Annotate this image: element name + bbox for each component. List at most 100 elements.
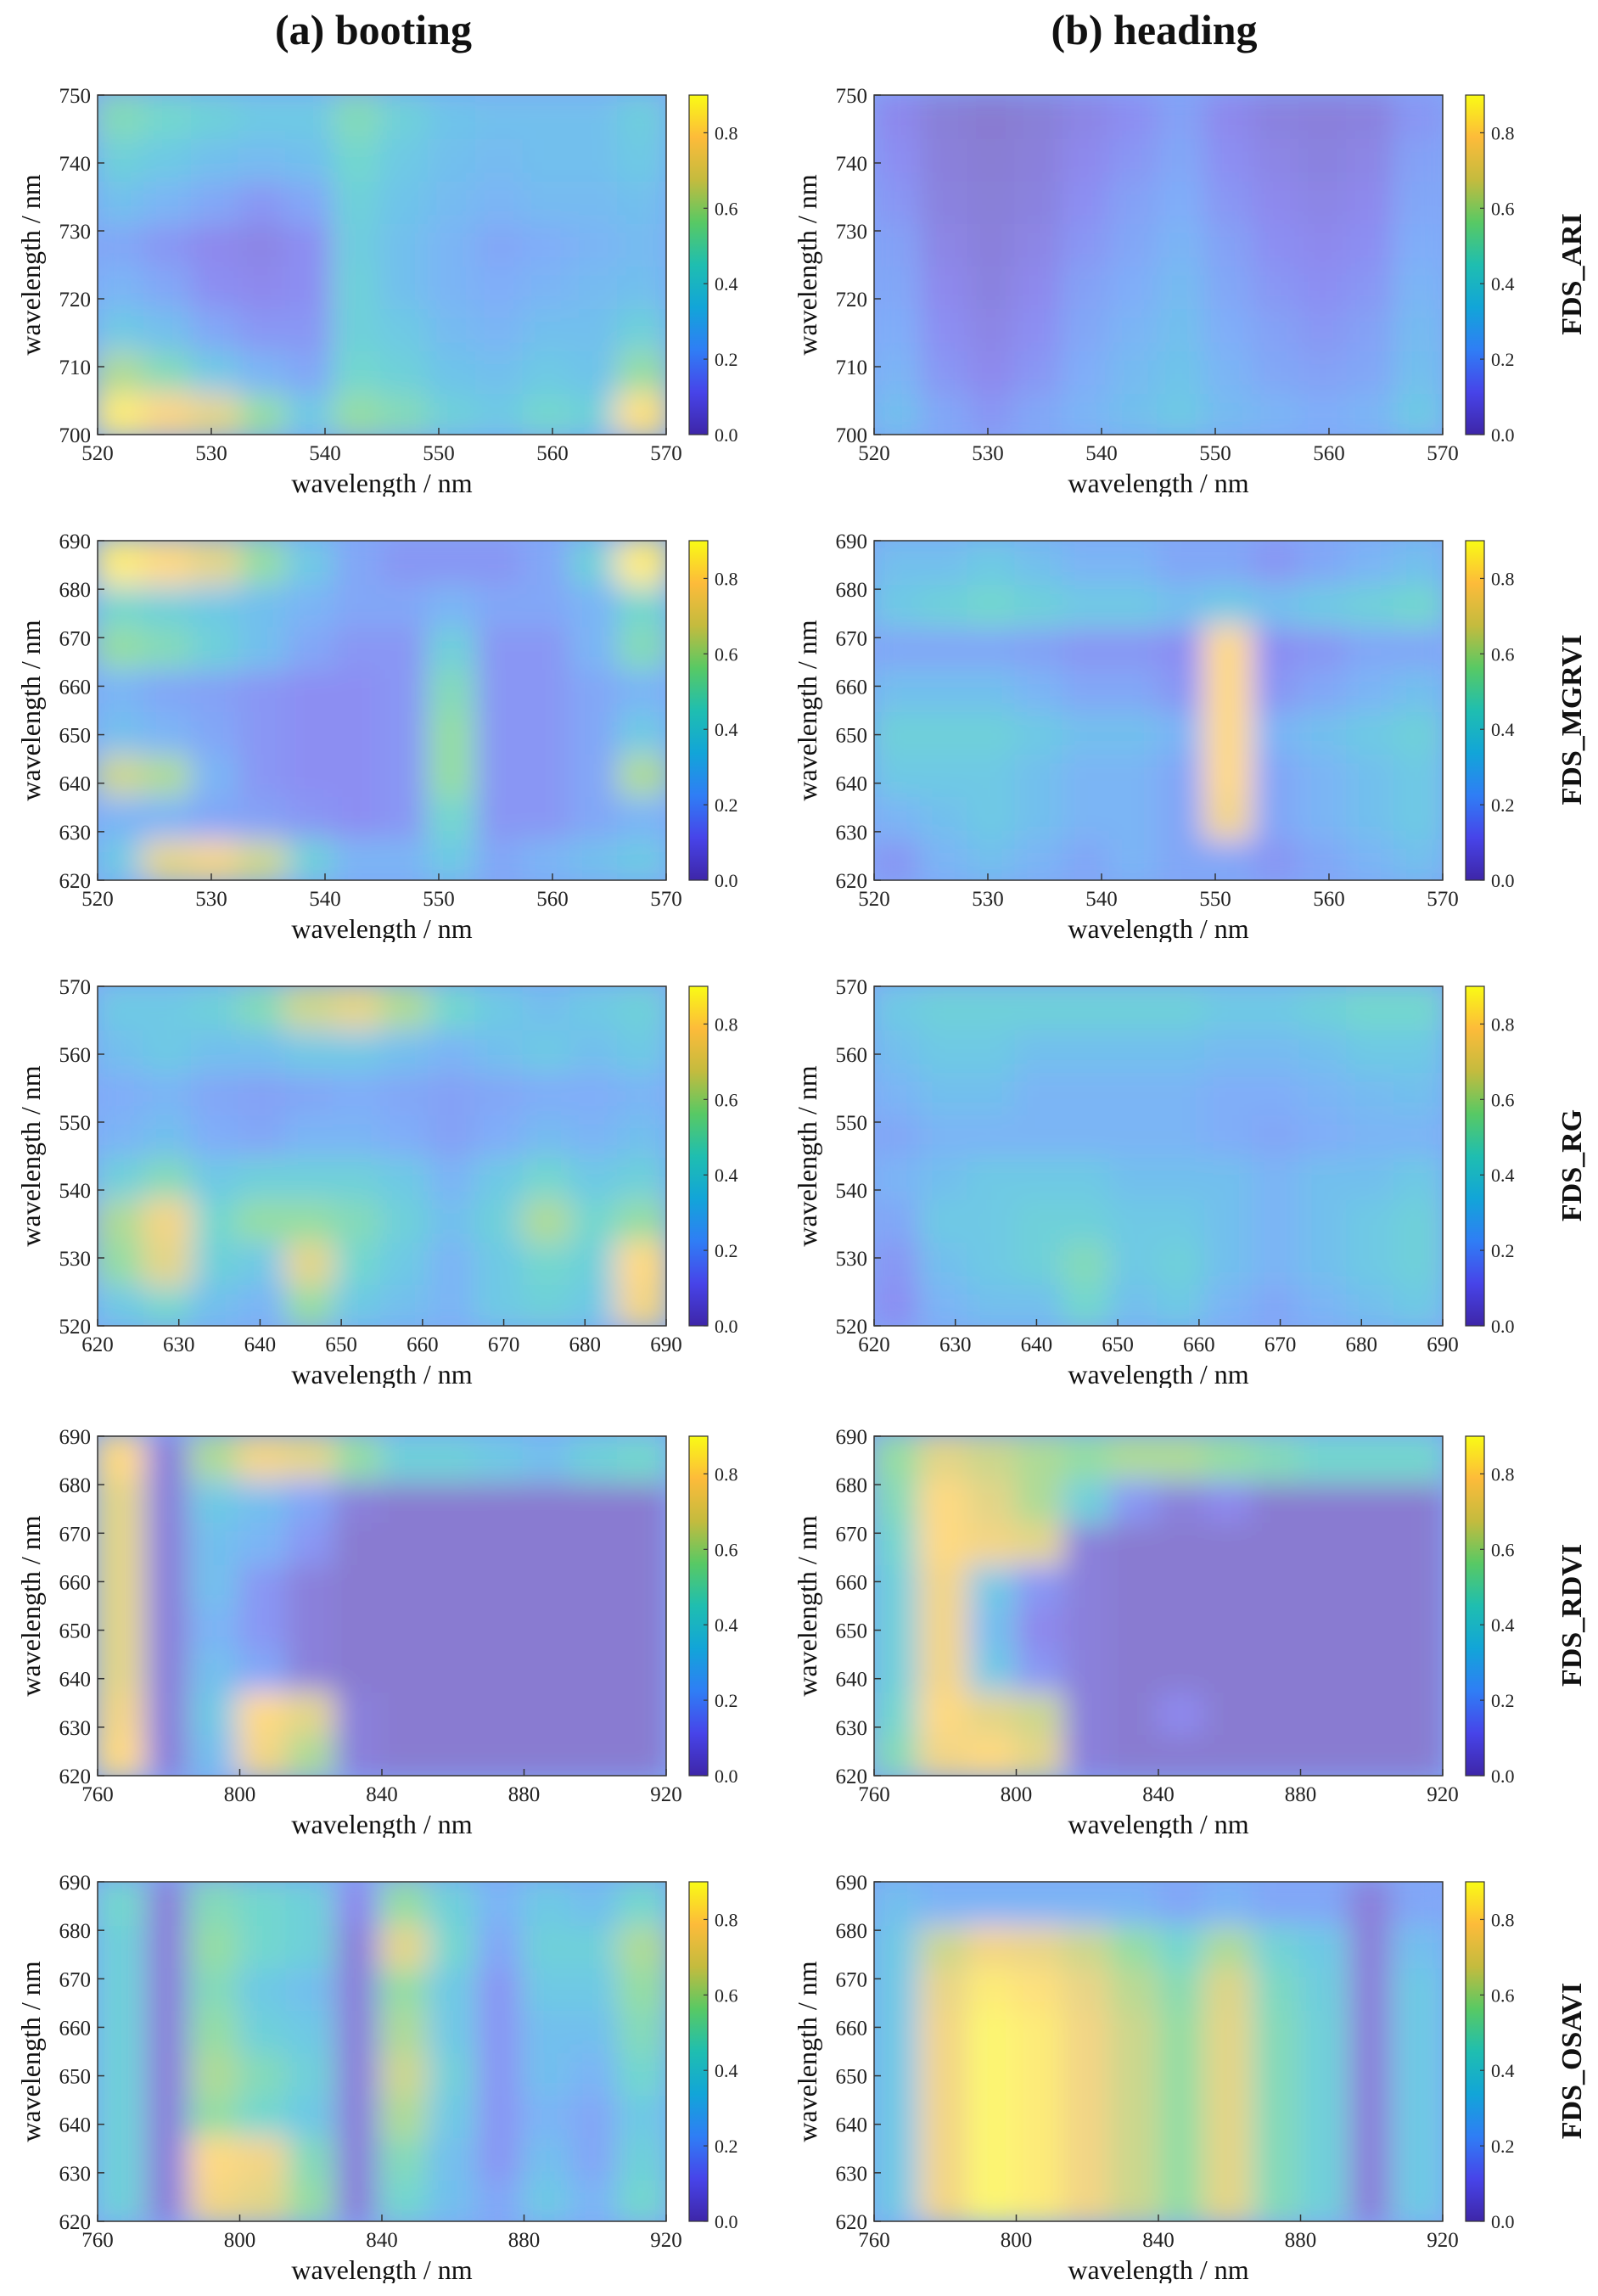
- x-tick-label: 570: [1427, 442, 1459, 465]
- heatmap-svg: 520 530 540 550 560 570 620 630 640 650 660 670 680 6…: [792, 530, 1515, 942]
- x-tick-label: 530: [195, 888, 227, 911]
- x-tick-label: 680: [1346, 1333, 1378, 1356]
- x-tick-label: 920: [650, 1783, 682, 1806]
- x-tick-label: 560: [536, 888, 569, 911]
- y-tick-label: 630: [836, 1717, 868, 1740]
- colorbar-tick-label: 0.4: [715, 1614, 738, 1636]
- x-tick-label: 800: [1001, 1783, 1033, 1806]
- y-tick-label: 650: [836, 2066, 868, 2089]
- x-axis-label: wavelength / nm: [1068, 913, 1248, 942]
- colorbar-tick-label: 0.2: [1491, 349, 1515, 370]
- heatmap-fds-rg-booting: 620 630 640 650 660 670 680 690 520 530 540 550 560 5…: [0, 942, 768, 1388]
- colorbar-tick-label: 0.6: [715, 1089, 738, 1110]
- y-tick-label: 640: [59, 2114, 92, 2137]
- y-tick-label: 630: [836, 2163, 868, 2186]
- colorbar-tick-label: 0.4: [1491, 1614, 1515, 1636]
- y-tick-label: 690: [836, 530, 868, 553]
- colorbar-tick-label: 0.8: [1491, 122, 1515, 143]
- y-tick-label: 690: [836, 1872, 868, 1895]
- colorbar-tick-label: 0.2: [715, 349, 738, 370]
- y-tick-label: 640: [59, 773, 92, 796]
- x-tick-label: 570: [650, 888, 682, 911]
- y-tick-label: 660: [836, 676, 868, 699]
- y-tick-label: 640: [836, 2114, 868, 2137]
- colorbar-tick-label: 0.0: [1491, 870, 1515, 891]
- colorbar-tick-label: 0.0: [715, 1766, 738, 1787]
- y-tick-label: 650: [836, 1620, 868, 1643]
- y-tick-label: 620: [59, 870, 92, 893]
- colorbar: [688, 94, 709, 435]
- y-tick-label: 650: [59, 2066, 92, 2089]
- x-tick-label: 680: [569, 1333, 602, 1356]
- heatmap-fds-mgrvi-heading: 520 530 540 550 560 570 620 630 640 650 660 670 680 6…: [777, 497, 1545, 942]
- heatmap-fds-rg-heading: 620 630 640 650 660 670 680 690 520 530 540 550 560 5…: [777, 942, 1545, 1388]
- y-tick-label: 680: [59, 1474, 92, 1497]
- colorbar-tick-label: 0.2: [1491, 1240, 1515, 1261]
- x-tick-label: 660: [1183, 1333, 1215, 1356]
- colorbar-tick-label: 0.4: [1491, 2060, 1515, 2081]
- heatmap-svg: 520 530 540 550 560 570 700 710 720 730 740 750 wave…: [15, 85, 738, 497]
- y-tick-label: 630: [836, 822, 868, 845]
- colorbar-tick-label: 0.8: [715, 1909, 738, 1930]
- colorbar-tick-label: 0.8: [1491, 1013, 1515, 1035]
- y-tick-label: 520: [836, 1316, 868, 1339]
- colorbar-tick-label: 0.0: [715, 2211, 738, 2232]
- colorbar-tick-label: 0.6: [1491, 198, 1515, 219]
- y-tick-label: 640: [836, 773, 868, 796]
- y-axis-label: wavelength / nm: [15, 620, 46, 800]
- colorbar-tick-label: 0.0: [1491, 2211, 1515, 2232]
- heatmap-svg: 760 800 840 880 920 620 630 640 650 660 670 680 690 w…: [15, 1426, 738, 1838]
- x-tick-label: 840: [1142, 2229, 1175, 2252]
- y-tick-label: 690: [836, 1426, 868, 1449]
- x-axis-label: wavelength / nm: [1068, 2254, 1248, 2283]
- heatmap-svg: 520 530 540 550 560 570 700 710 720 730 740 750 wave…: [792, 85, 1515, 497]
- y-tick-label: 680: [836, 1920, 868, 1943]
- colorbar-tick-label: 0.2: [715, 1240, 738, 1261]
- x-tick-label: 630: [939, 1333, 972, 1356]
- y-tick-label: 560: [59, 1044, 92, 1067]
- y-tick-label: 670: [59, 1968, 92, 1991]
- y-tick-label: 630: [59, 822, 92, 845]
- x-axis-label: wavelength / nm: [1068, 1809, 1248, 1838]
- x-tick-label: 690: [650, 1333, 682, 1356]
- x-tick-label: 640: [244, 1333, 277, 1356]
- heatmap-fds-rdvi-booting: 760 800 840 880 920 620 630 640 650 660 670 680 690 w…: [0, 1392, 768, 1838]
- x-tick-label: 800: [224, 1783, 256, 1806]
- x-tick-label: 760: [81, 2229, 114, 2252]
- y-tick-label: 660: [59, 676, 92, 699]
- x-tick-label: 650: [1102, 1333, 1134, 1356]
- x-axis-label: wavelength / nm: [291, 913, 472, 942]
- colorbar: [688, 540, 709, 881]
- x-tick-label: 550: [423, 442, 455, 465]
- y-axis-label: wavelength / nm: [15, 174, 46, 355]
- x-tick-label: 560: [536, 442, 569, 465]
- y-tick-label: 560: [836, 1044, 868, 1067]
- x-tick-label: 540: [1085, 888, 1118, 911]
- y-tick-label: 740: [59, 153, 92, 176]
- colorbar: [1465, 94, 1485, 435]
- colorbar-tick-label: 0.4: [715, 1165, 738, 1186]
- x-tick-label: 540: [309, 888, 341, 911]
- colorbar-tick-label: 0.0: [1491, 1316, 1515, 1337]
- row-label-fds-osavi: FDS_OSAVI: [1556, 1982, 1588, 2139]
- heatmap-svg: 520 530 540 550 560 570 620 630 640 650 660 670 680 6…: [15, 530, 738, 942]
- heatmap-svg: 620 630 640 650 660 670 680 690 520 530 540 550 560 5…: [15, 976, 738, 1388]
- y-tick-label: 550: [59, 1112, 92, 1135]
- colorbar-tick-label: 0.6: [715, 198, 738, 219]
- x-tick-label: 620: [858, 1333, 890, 1356]
- colorbar-tick-label: 0.8: [715, 122, 738, 143]
- colorbar: [1465, 1881, 1485, 2222]
- y-tick-label: 670: [59, 627, 92, 650]
- y-axis-label: wavelength / nm: [15, 1065, 46, 1246]
- colorbar: [688, 1435, 709, 1777]
- row-label-fds-rg: FDS_RG: [1556, 1109, 1588, 1221]
- y-tick-label: 730: [836, 221, 868, 244]
- y-tick-label: 650: [836, 725, 868, 748]
- colorbar-tick-label: 0.2: [1491, 1690, 1515, 1711]
- y-tick-label: 730: [59, 221, 92, 244]
- y-tick-label: 640: [836, 1669, 868, 1692]
- colorbar-tick-label: 0.6: [715, 643, 738, 665]
- x-axis-label: wavelength / nm: [291, 1359, 472, 1388]
- colorbar-tick-label: 0.4: [1491, 719, 1515, 740]
- colorbar-tick-label: 0.8: [1491, 568, 1515, 589]
